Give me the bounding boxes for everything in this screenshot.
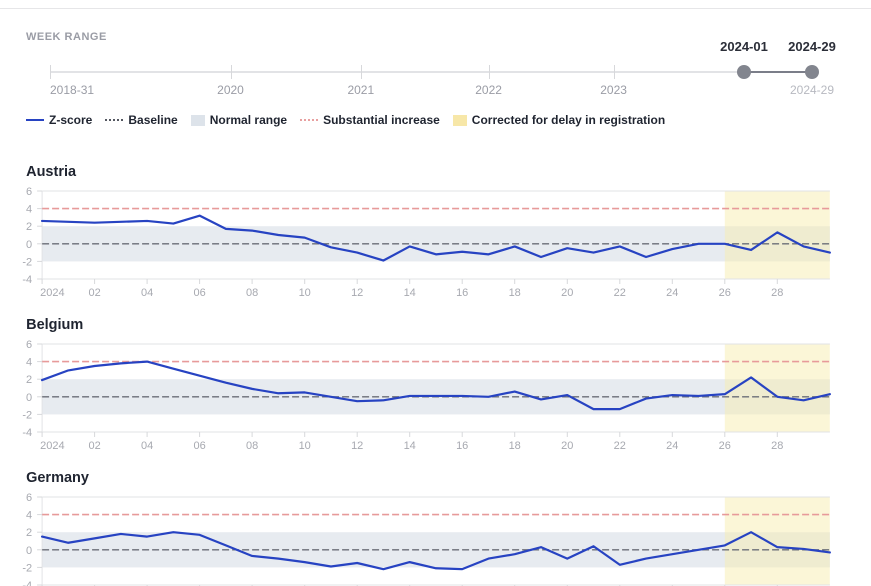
svg-text:04: 04 (141, 440, 153, 452)
svg-text:12: 12 (351, 440, 363, 452)
svg-text:Germany: Germany (26, 470, 89, 486)
svg-text:10: 10 (299, 287, 311, 299)
svg-text:24: 24 (666, 440, 678, 452)
svg-text:2024: 2024 (40, 287, 64, 299)
svg-text:6: 6 (26, 339, 32, 351)
svg-text:06: 06 (193, 287, 205, 299)
svg-text:12: 12 (351, 287, 363, 299)
svg-text:0: 0 (26, 545, 32, 557)
svg-text:10: 10 (299, 440, 311, 452)
svg-text:-4: -4 (22, 580, 32, 586)
svg-text:28: 28 (771, 287, 783, 299)
svg-text:02: 02 (88, 287, 100, 299)
svg-text:26: 26 (719, 287, 731, 299)
svg-text:-2: -2 (22, 256, 32, 268)
svg-text:2: 2 (26, 221, 32, 233)
svg-text:6: 6 (26, 492, 32, 504)
svg-text:0: 0 (26, 239, 32, 251)
svg-text:14: 14 (404, 287, 416, 299)
svg-text:18: 18 (509, 287, 521, 299)
svg-text:26: 26 (719, 440, 731, 452)
svg-text:14: 14 (404, 440, 416, 452)
svg-text:22: 22 (614, 287, 626, 299)
svg-text:4: 4 (26, 204, 32, 216)
svg-text:4: 4 (26, 510, 32, 522)
svg-text:-2: -2 (22, 562, 32, 574)
svg-text:20: 20 (561, 287, 573, 299)
svg-text:16: 16 (456, 287, 468, 299)
svg-text:06: 06 (193, 440, 205, 452)
svg-text:20: 20 (561, 440, 573, 452)
svg-text:02: 02 (88, 440, 100, 452)
svg-text:-4: -4 (22, 427, 32, 439)
svg-text:4: 4 (26, 357, 32, 369)
svg-text:0: 0 (26, 392, 32, 404)
svg-text:Austria: Austria (26, 164, 77, 180)
svg-text:2: 2 (26, 527, 32, 539)
svg-text:18: 18 (509, 440, 521, 452)
svg-text:08: 08 (246, 440, 258, 452)
svg-text:16: 16 (456, 440, 468, 452)
svg-text:08: 08 (246, 287, 258, 299)
svg-text:2024: 2024 (40, 440, 64, 452)
svg-text:04: 04 (141, 287, 153, 299)
svg-text:28: 28 (771, 440, 783, 452)
svg-text:6: 6 (26, 186, 32, 198)
svg-text:-2: -2 (22, 409, 32, 421)
svg-text:2: 2 (26, 374, 32, 386)
svg-text:Belgium: Belgium (26, 317, 83, 333)
svg-text:22: 22 (614, 440, 626, 452)
svg-text:24: 24 (666, 287, 678, 299)
svg-text:-4: -4 (22, 274, 32, 286)
